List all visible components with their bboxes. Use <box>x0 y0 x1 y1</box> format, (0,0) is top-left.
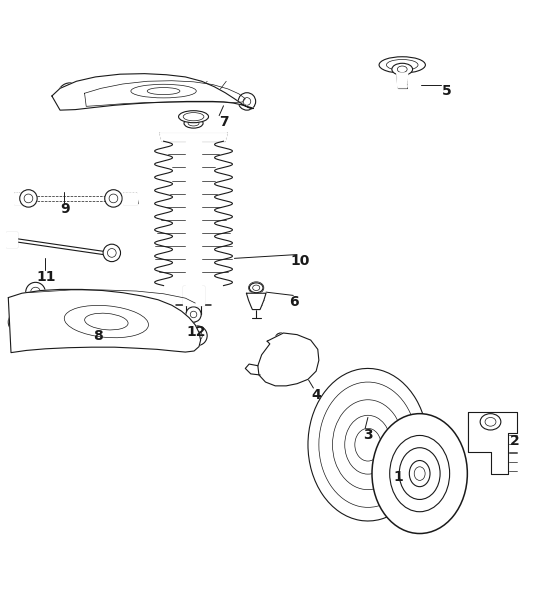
Polygon shape <box>160 133 227 141</box>
Ellipse shape <box>178 111 208 123</box>
Polygon shape <box>14 193 27 204</box>
Polygon shape <box>186 141 201 286</box>
Circle shape <box>187 326 207 346</box>
Polygon shape <box>123 193 137 204</box>
Text: 2: 2 <box>510 434 520 448</box>
Circle shape <box>282 346 306 369</box>
Polygon shape <box>468 412 517 474</box>
Polygon shape <box>246 293 266 310</box>
Polygon shape <box>182 286 205 305</box>
Circle shape <box>103 244 121 262</box>
Text: 7: 7 <box>219 115 229 129</box>
Text: 6: 6 <box>290 295 299 309</box>
Polygon shape <box>8 289 201 353</box>
Ellipse shape <box>379 57 425 73</box>
Text: 12: 12 <box>186 325 206 339</box>
Polygon shape <box>397 73 408 88</box>
Polygon shape <box>6 232 17 247</box>
Circle shape <box>105 190 122 207</box>
Polygon shape <box>258 333 319 386</box>
Circle shape <box>410 484 418 492</box>
Text: 9: 9 <box>61 202 70 216</box>
Circle shape <box>8 311 30 333</box>
Circle shape <box>297 339 308 349</box>
Ellipse shape <box>392 63 413 75</box>
Circle shape <box>238 93 256 110</box>
Text: 5: 5 <box>442 84 452 97</box>
Circle shape <box>58 83 82 107</box>
Text: 8: 8 <box>93 329 103 343</box>
Text: 10: 10 <box>290 254 310 268</box>
Ellipse shape <box>250 283 263 293</box>
Circle shape <box>426 481 434 489</box>
Circle shape <box>275 333 286 344</box>
Circle shape <box>401 468 409 476</box>
Circle shape <box>26 282 46 302</box>
Text: 1: 1 <box>393 470 403 484</box>
Text: 4: 4 <box>311 388 321 401</box>
Circle shape <box>428 461 436 469</box>
Circle shape <box>19 190 37 207</box>
Text: 11: 11 <box>37 270 56 285</box>
Ellipse shape <box>390 435 450 512</box>
Circle shape <box>413 454 420 461</box>
Polygon shape <box>52 74 254 110</box>
Circle shape <box>186 307 201 322</box>
Text: 3: 3 <box>363 429 373 442</box>
Ellipse shape <box>184 119 203 128</box>
Ellipse shape <box>372 414 468 534</box>
